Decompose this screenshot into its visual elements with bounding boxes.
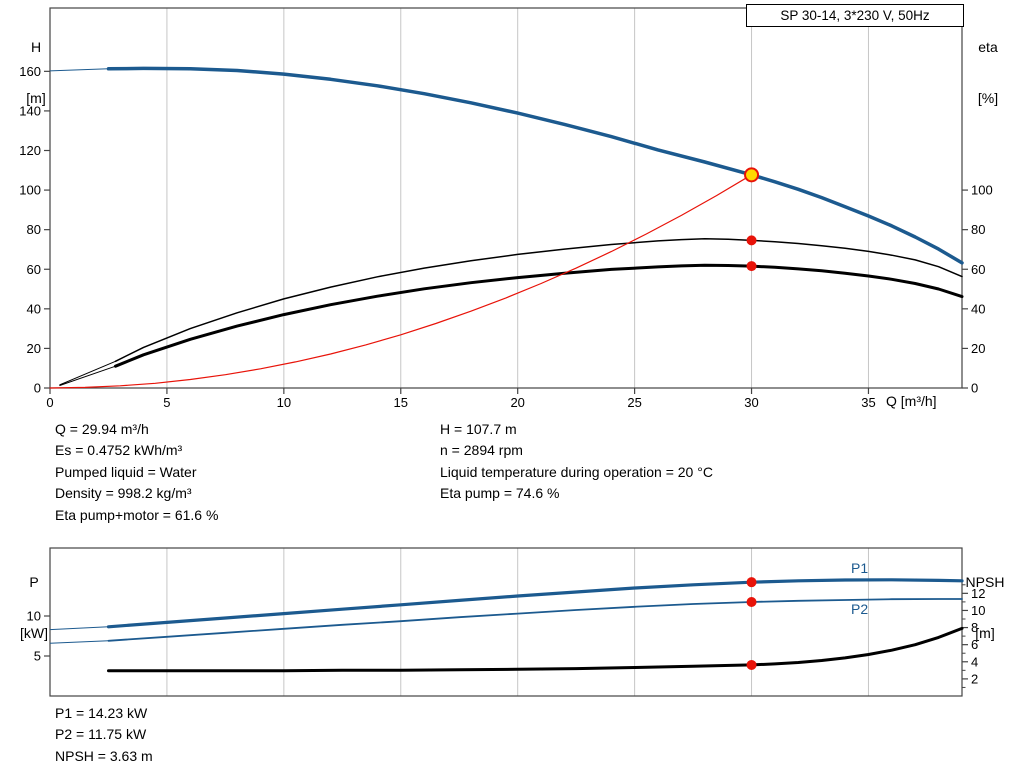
right-tick-label: 40 xyxy=(971,301,985,316)
eta-pump-point-marker xyxy=(746,235,757,246)
right-tick-label: 10 xyxy=(971,603,985,618)
info-eta-pump: Eta pump = 74.6 % xyxy=(440,485,560,502)
info-n: n = 2894 rpm xyxy=(440,442,523,459)
duty-point-marker xyxy=(744,167,760,183)
x-tick-label: 25 xyxy=(627,395,641,410)
right-tick-label: 12 xyxy=(971,586,985,601)
left-tick-label: 10 xyxy=(27,609,41,624)
p1-lead-line xyxy=(49,626,109,631)
right-tick-label: 80 xyxy=(971,222,985,237)
right-tick-label: 100 xyxy=(971,183,993,198)
head-lead-line xyxy=(49,68,109,72)
left-tick-label: 20 xyxy=(27,341,41,356)
right-tick-label: 6 xyxy=(971,637,978,652)
right-tick-label: 2 xyxy=(971,671,978,686)
left-tick-label: 120 xyxy=(19,143,41,158)
eta-pump-motor-lead-line xyxy=(59,365,116,387)
info-eta-pump-motor: Eta pump+motor = 61.6 % xyxy=(55,506,219,523)
eta-axis-symbol: eta xyxy=(978,39,998,55)
x-tick-label: 20 xyxy=(510,395,524,410)
head-curve xyxy=(106,66,964,265)
p2-point-marker xyxy=(746,597,757,607)
x-tick-label: 30 xyxy=(744,395,758,410)
left-tick-label: 40 xyxy=(27,301,41,316)
p-axis-label: P [kW] xyxy=(12,540,56,676)
info-block-right: H = 107.7 m n = 2894 rpm Liquid temperat… xyxy=(440,419,713,505)
npsh-axis-label: NPSH [m] xyxy=(961,540,1009,676)
info-pumped-liquid: Pumped liquid = Water xyxy=(55,463,197,480)
npsh-axis-symbol: NPSH xyxy=(965,574,1005,590)
info-q: Q = 29.94 m³/h xyxy=(55,421,149,437)
h-axis-label: H [m] xyxy=(16,5,56,141)
left-tick-label: 100 xyxy=(19,183,41,198)
p2-curve xyxy=(107,598,963,642)
info-block-bottom: P1 = 14.23 kW P2 = 11.75 kW NPSH = 3.63 … xyxy=(55,703,153,767)
eta-pump-lead-line xyxy=(59,360,116,386)
info-block-left: Q = 29.94 m³/h Es = 0.4752 kWh/m³ Pumped… xyxy=(55,419,218,526)
p1-curve-label: P1 xyxy=(851,560,869,576)
p2-curve-label: P2 xyxy=(851,601,869,617)
info-npsh: NPSH = 3.63 m xyxy=(55,747,153,764)
x-tick-label: 35 xyxy=(861,395,875,410)
system-curve-curve xyxy=(49,174,753,389)
x-tick-label: 5 xyxy=(163,395,170,410)
eta-axis-unit: [%] xyxy=(977,90,999,106)
left-tick-label: 0 xyxy=(34,381,41,396)
right-tick-label: 20 xyxy=(971,341,985,356)
eta-axis-label: eta [%] xyxy=(968,5,1008,141)
p-axis-unit: [kW] xyxy=(20,625,48,641)
q-axis-label: Q [m³/h] xyxy=(886,393,937,409)
info-density: Density = 998.2 kg/m³ xyxy=(55,485,192,502)
info-h: H = 107.7 m xyxy=(440,421,517,437)
plot-frame xyxy=(49,7,963,389)
right-tick-label: 60 xyxy=(971,262,985,277)
x-tick-label: 10 xyxy=(277,395,291,410)
eta-pump-motor-curve xyxy=(114,263,964,368)
x-tick-label: 0 xyxy=(46,395,53,410)
left-tick-label: 60 xyxy=(27,262,41,277)
h-axis-unit: [m] xyxy=(26,90,46,106)
eta-pump-motor-point-marker xyxy=(746,261,757,272)
p1-curve xyxy=(106,578,964,629)
p2-lead-line xyxy=(49,640,109,644)
eta-pump-curve xyxy=(114,238,963,363)
info-liquid-temperature: Liquid temperature during operation = 20… xyxy=(440,463,713,480)
npsh-point-marker xyxy=(746,659,757,670)
npsh-curve xyxy=(107,626,964,673)
plot-frame xyxy=(49,547,963,697)
left-tick-label: 160 xyxy=(19,64,41,79)
left-tick-label: 80 xyxy=(27,222,41,237)
right-tick-label: 4 xyxy=(971,654,978,669)
pump-title-box: SP 30-14, 3*230 V, 50Hz xyxy=(746,4,964,27)
p1-point-marker xyxy=(746,577,757,588)
right-tick-label: 8 xyxy=(971,620,978,635)
left-tick-label: 140 xyxy=(19,103,41,118)
p-axis-symbol: P xyxy=(29,574,39,590)
npsh-axis-unit: [m] xyxy=(975,625,995,641)
x-tick-label: 15 xyxy=(394,395,408,410)
info-p1: P1 = 14.23 kW xyxy=(55,705,148,721)
h-axis-symbol: H xyxy=(30,39,42,55)
right-tick-label: 0 xyxy=(971,381,978,396)
info-es: Es = 0.4752 kWh/m³ xyxy=(55,442,183,459)
info-p2: P2 = 11.75 kW xyxy=(55,726,147,743)
left-tick-label: 5 xyxy=(34,649,41,664)
